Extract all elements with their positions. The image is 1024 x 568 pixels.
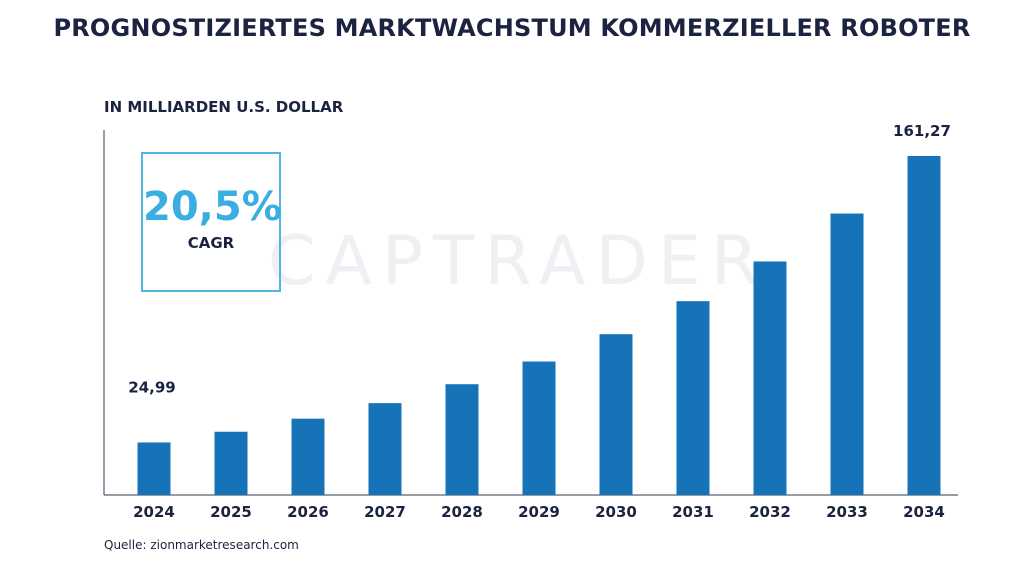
- x-tick-label: 2034: [903, 503, 945, 521]
- x-tick-label: 2033: [826, 503, 868, 521]
- x-tick-label: 2031: [672, 503, 714, 521]
- watermark: CAPTRADER: [268, 222, 769, 301]
- bar-2026: [291, 418, 325, 495]
- x-tick-label: 2030: [595, 503, 637, 521]
- x-tick-label: 2028: [441, 503, 483, 521]
- x-tick-label: 2027: [364, 503, 406, 521]
- source-note: Quelle: zionmarketresearch.com: [104, 538, 299, 552]
- bar-2031: [676, 301, 710, 495]
- x-tick-label: 2026: [287, 503, 329, 521]
- chart-title: PROGNOSTIZIERTES MARKTWACHSTUM KOMMERZIE…: [53, 14, 971, 42]
- bar-2025: [214, 431, 248, 495]
- x-tick-label: 2032: [749, 503, 791, 521]
- x-tick-label: 2024: [133, 503, 175, 521]
- bar-2032: [753, 261, 787, 495]
- bar-2034: [907, 156, 941, 495]
- data-label: 161,27: [893, 122, 951, 140]
- x-tick-label: 2029: [518, 503, 560, 521]
- bar-2029: [522, 361, 556, 495]
- unit-label: IN MILLIARDEN U.S. DOLLAR: [104, 98, 344, 116]
- cagr-box: 20,5% CAGR: [141, 152, 282, 292]
- x-tick-label: 2025: [210, 503, 252, 521]
- bar-2033: [830, 213, 864, 495]
- cagr-label: CAGR: [187, 234, 235, 252]
- bar-2027: [368, 403, 402, 495]
- bar-2028: [445, 384, 479, 495]
- bar-2030: [599, 334, 633, 495]
- data-label: 24,99: [128, 378, 175, 396]
- bar-2024: [137, 442, 171, 495]
- cagr-value: 20,5%: [143, 184, 282, 230]
